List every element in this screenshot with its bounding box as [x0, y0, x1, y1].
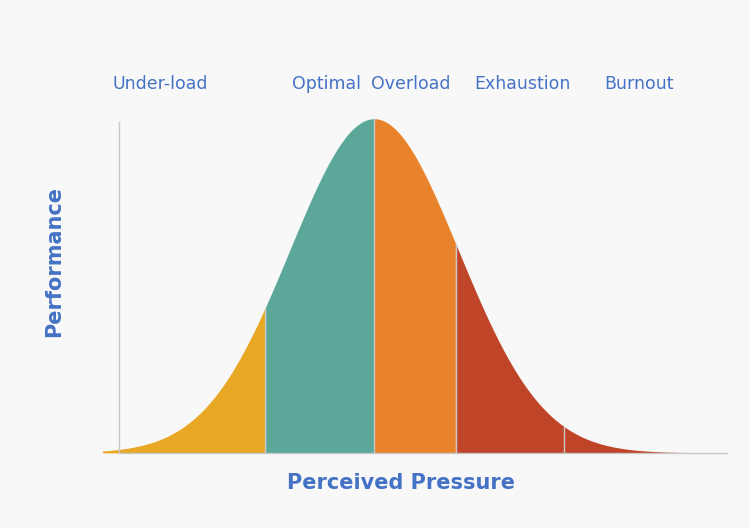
Text: Overload: Overload — [371, 75, 451, 93]
X-axis label: Perceived Pressure: Perceived Pressure — [287, 473, 515, 493]
Text: Under-load: Under-load — [112, 75, 208, 93]
Text: Burnout: Burnout — [604, 75, 674, 93]
Text: Exhaustion: Exhaustion — [474, 75, 570, 93]
Y-axis label: Performance: Performance — [44, 186, 64, 337]
Text: Optimal: Optimal — [292, 75, 361, 93]
